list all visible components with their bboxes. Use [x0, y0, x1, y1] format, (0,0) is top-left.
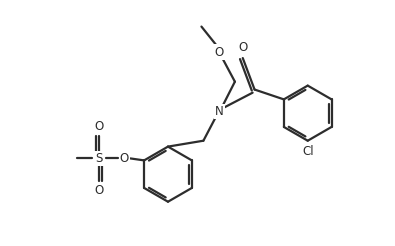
Text: O: O: [94, 184, 103, 197]
Text: S: S: [95, 152, 103, 165]
Text: N: N: [215, 105, 224, 118]
Text: O: O: [120, 152, 129, 165]
Text: O: O: [94, 120, 103, 133]
Text: O: O: [238, 41, 247, 54]
Text: Cl: Cl: [302, 145, 314, 158]
Text: O: O: [214, 46, 224, 59]
